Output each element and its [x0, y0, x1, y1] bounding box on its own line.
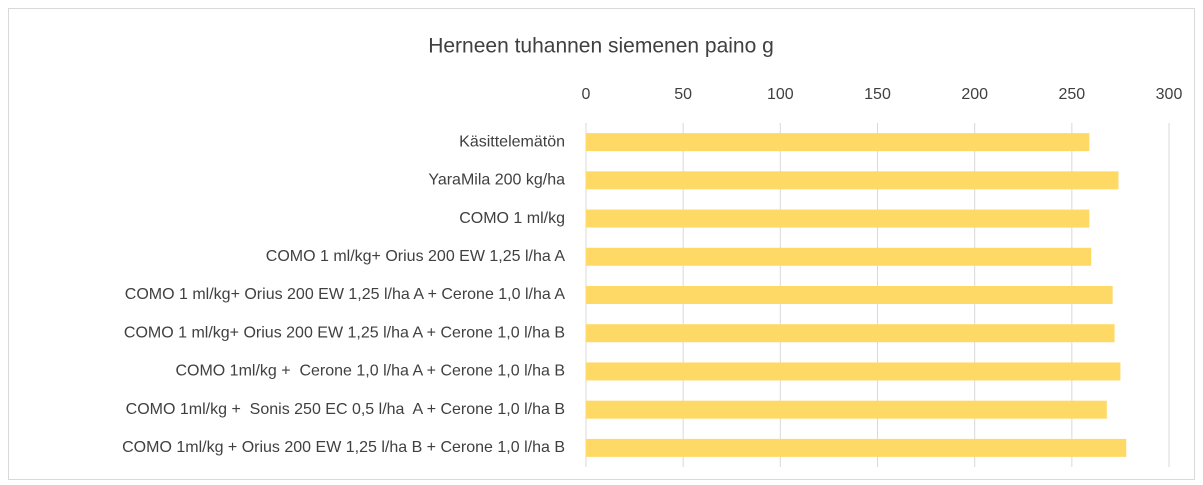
x-tick-label: 100: [767, 86, 794, 103]
y-tick-label: COMO 1ml/kg + Sonis 250 EC 0,5 l/ha A + …: [126, 401, 565, 418]
y-tick-label: YaraMila 200 kg/ha: [428, 172, 565, 189]
y-tick-label: COMO 1 ml/kg+ Orius 200 EW 1,25 l/ha A +…: [124, 324, 565, 341]
bar: [586, 286, 1113, 304]
x-tick-label: 0: [582, 86, 591, 103]
bar: [586, 324, 1115, 343]
y-tick-label: COMO 1 ml/kg: [459, 210, 565, 227]
x-tick-label: 300: [1156, 86, 1183, 103]
bar: [586, 438, 1127, 457]
x-tick-label: 250: [1058, 86, 1085, 103]
bar: [586, 247, 1092, 266]
x-tick-label: 150: [864, 86, 891, 103]
bar: [586, 362, 1121, 381]
y-tick-label: COMO 1ml/kg + Cerone 1,0 l/ha A + Cerone…: [175, 363, 565, 380]
y-tick-label: COMO 1 ml/kg+ Orius 200 EW 1,25 l/ha A +…: [125, 286, 566, 303]
bar: [586, 171, 1119, 190]
bar: [586, 209, 1090, 228]
y-tick-label: COMO 1ml/kg + Orius 200 EW 1,25 l/ha B +…: [122, 439, 565, 456]
bar: [586, 400, 1107, 419]
chart-title: Herneen tuhannen siemenen paino g: [428, 35, 774, 58]
y-tick-label: COMO 1 ml/kg+ Orius 200 EW 1,25 l/ha A: [266, 248, 566, 265]
y-tick-label: Käsittelemätön: [459, 133, 565, 150]
bar: [586, 133, 1090, 152]
x-tick-label: 50: [674, 86, 692, 103]
x-tick-label: 200: [961, 86, 988, 103]
